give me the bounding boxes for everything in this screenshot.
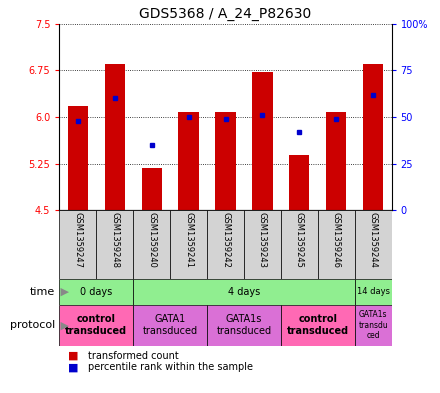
Text: GATA1
transduced: GATA1 transduced bbox=[143, 314, 198, 336]
Text: GATA1s
transduced: GATA1s transduced bbox=[216, 314, 271, 336]
Bar bbox=[59, 210, 96, 279]
Bar bbox=[105, 64, 125, 210]
Text: ▶: ▶ bbox=[57, 287, 69, 297]
Bar bbox=[252, 72, 272, 210]
Bar bbox=[179, 112, 199, 210]
Bar bbox=[363, 64, 383, 210]
Text: GSM1359242: GSM1359242 bbox=[221, 212, 230, 268]
Bar bbox=[318, 210, 355, 279]
Title: GDS5368 / A_24_P82630: GDS5368 / A_24_P82630 bbox=[139, 7, 312, 21]
Text: control
transduced: control transduced bbox=[287, 314, 349, 336]
Bar bbox=[215, 112, 236, 210]
Text: GSM1359247: GSM1359247 bbox=[73, 212, 82, 268]
Bar bbox=[59, 279, 133, 305]
Text: time: time bbox=[30, 287, 55, 297]
Bar bbox=[59, 305, 133, 346]
Text: ▶: ▶ bbox=[57, 320, 69, 330]
Bar bbox=[133, 305, 207, 346]
Text: GSM1359248: GSM1359248 bbox=[110, 212, 119, 268]
Bar bbox=[326, 112, 346, 210]
Bar bbox=[244, 210, 281, 279]
Bar bbox=[96, 210, 133, 279]
Text: GSM1359246: GSM1359246 bbox=[332, 212, 341, 268]
Text: control
transduced: control transduced bbox=[65, 314, 127, 336]
Bar bbox=[355, 305, 392, 346]
Text: percentile rank within the sample: percentile rank within the sample bbox=[88, 362, 253, 373]
Text: GSM1359241: GSM1359241 bbox=[184, 212, 193, 268]
Bar bbox=[68, 106, 88, 210]
Bar bbox=[133, 279, 355, 305]
Text: GSM1359240: GSM1359240 bbox=[147, 212, 156, 268]
Bar bbox=[289, 156, 309, 210]
Text: 14 days: 14 days bbox=[357, 287, 390, 296]
Bar bbox=[207, 210, 244, 279]
Text: 4 days: 4 days bbox=[228, 287, 260, 297]
Bar bbox=[207, 305, 281, 346]
Text: protocol: protocol bbox=[10, 320, 55, 330]
Bar bbox=[142, 168, 162, 210]
Text: GSM1359243: GSM1359243 bbox=[258, 212, 267, 268]
Text: 0 days: 0 days bbox=[80, 287, 113, 297]
Bar bbox=[281, 210, 318, 279]
Text: ■: ■ bbox=[68, 362, 79, 373]
Bar bbox=[133, 210, 170, 279]
Text: GSM1359245: GSM1359245 bbox=[295, 212, 304, 268]
Bar bbox=[355, 210, 392, 279]
Text: ■: ■ bbox=[68, 351, 79, 361]
Bar bbox=[170, 210, 207, 279]
Text: GSM1359244: GSM1359244 bbox=[369, 212, 378, 268]
Text: GATA1s
transdu
ced: GATA1s transdu ced bbox=[358, 310, 388, 340]
Bar bbox=[355, 279, 392, 305]
Bar bbox=[281, 305, 355, 346]
Text: transformed count: transformed count bbox=[88, 351, 179, 361]
